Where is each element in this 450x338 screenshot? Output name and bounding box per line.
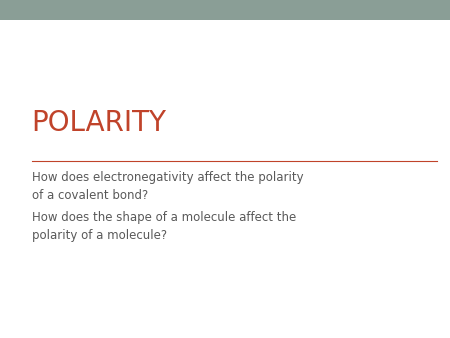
- Bar: [0, 0, 450, 20]
- Text: POLARITY: POLARITY: [32, 109, 166, 137]
- Text: How does the shape of a molecule affect the
polarity of a molecule?: How does the shape of a molecule affect …: [32, 211, 296, 242]
- Text: How does electronegativity affect the polarity
of a covalent bond?: How does electronegativity affect the po…: [32, 171, 303, 202]
